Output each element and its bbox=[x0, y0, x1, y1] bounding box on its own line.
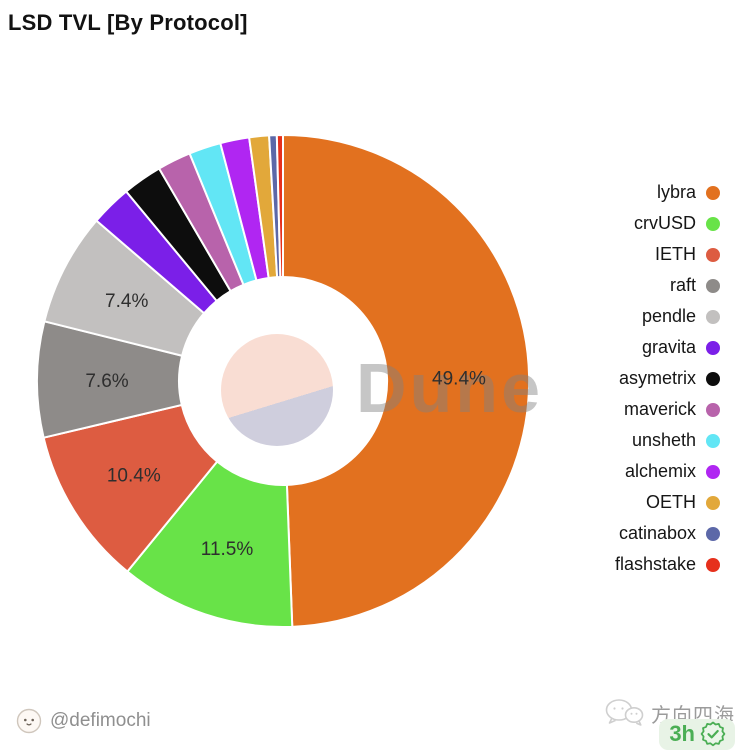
time-badge: 3h bbox=[659, 719, 735, 750]
slice-crvUSD[interactable] bbox=[126, 460, 294, 628]
author-credit: @defimochi bbox=[16, 708, 151, 734]
legend-dot bbox=[706, 495, 720, 510]
slice-percent-label-raft: 7.6% bbox=[85, 371, 128, 392]
slice-IETH[interactable] bbox=[42, 403, 219, 573]
chart-title: LSD TVL [By Protocol] bbox=[8, 10, 248, 35]
author-handle: @defimochi bbox=[50, 710, 151, 731]
legend-item-OETH[interactable]: OETH bbox=[615, 487, 720, 518]
legend-label: unsheth bbox=[631, 430, 696, 450]
legend-item-asymetrix[interactable]: asymetrix bbox=[615, 363, 720, 394]
verified-check-icon bbox=[700, 721, 726, 747]
legend-label: pendle bbox=[641, 306, 696, 326]
dune-logo-circle bbox=[221, 334, 333, 446]
wechat-icon bbox=[605, 699, 644, 726]
legend-dot bbox=[706, 216, 720, 231]
legend-dot bbox=[706, 526, 720, 541]
mochi-avatar-icon bbox=[16, 708, 42, 734]
legend-label: asymetrix bbox=[618, 368, 696, 388]
slice-lybra[interactable] bbox=[282, 134, 531, 628]
legend-dot bbox=[706, 185, 720, 200]
legend-item-alchemix[interactable]: alchemix bbox=[615, 456, 720, 487]
legend-item-flashstake[interactable]: flashstake bbox=[615, 549, 720, 580]
legend-label: OETH bbox=[645, 492, 696, 512]
slice-percent-label-pendle: 7.4% bbox=[105, 291, 148, 312]
slice-percent-label-crvUSD: 11.5% bbox=[201, 539, 254, 560]
legend-label: alchemix bbox=[624, 461, 696, 481]
legend-dot bbox=[706, 371, 720, 386]
legend-dot bbox=[706, 247, 720, 262]
legend-item-IETH[interactable]: IETH bbox=[615, 239, 720, 270]
legend-dot bbox=[706, 433, 720, 448]
legend-item-catinabox[interactable]: catinabox bbox=[615, 518, 720, 549]
legend-item-crvUSD[interactable]: crvUSD bbox=[615, 208, 720, 239]
legend-dot bbox=[706, 557, 720, 572]
legend-dot bbox=[706, 340, 720, 355]
legend-label: maverick bbox=[623, 399, 696, 419]
legend-label: IETH bbox=[654, 244, 696, 264]
legend-item-lybra[interactable]: lybra bbox=[615, 177, 720, 208]
legend-item-pendle[interactable]: pendle bbox=[615, 301, 720, 332]
slice-percent-label-IETH: 10.4% bbox=[107, 465, 161, 486]
legend-label: flashstake bbox=[614, 554, 696, 574]
legend-item-maverick[interactable]: maverick bbox=[615, 394, 720, 425]
legend-dot bbox=[706, 309, 720, 324]
legend-label: lybra bbox=[656, 182, 696, 202]
legend-item-unsheth[interactable]: unsheth bbox=[615, 425, 720, 456]
time-badge-text: 3h bbox=[669, 721, 695, 746]
dune-watermark: Dune bbox=[356, 349, 543, 427]
slice-flashstake[interactable] bbox=[275, 134, 284, 279]
slice-percent-label-lybra: 49.4% bbox=[432, 369, 486, 390]
legend-label: crvUSD bbox=[634, 213, 696, 233]
legend-label: catinabox bbox=[618, 523, 696, 543]
legend-label: raft bbox=[669, 275, 696, 295]
legend-dot bbox=[706, 464, 720, 479]
legend-dot bbox=[706, 278, 720, 293]
legend-dot bbox=[706, 402, 720, 417]
legend-item-gravita[interactable]: gravita bbox=[615, 332, 720, 363]
legend-item-raft[interactable]: raft bbox=[615, 270, 720, 301]
legend-label: gravita bbox=[641, 337, 696, 357]
legend: lybra crvUSD IETH raft pendle gravita asymetri… bbox=[615, 177, 720, 580]
